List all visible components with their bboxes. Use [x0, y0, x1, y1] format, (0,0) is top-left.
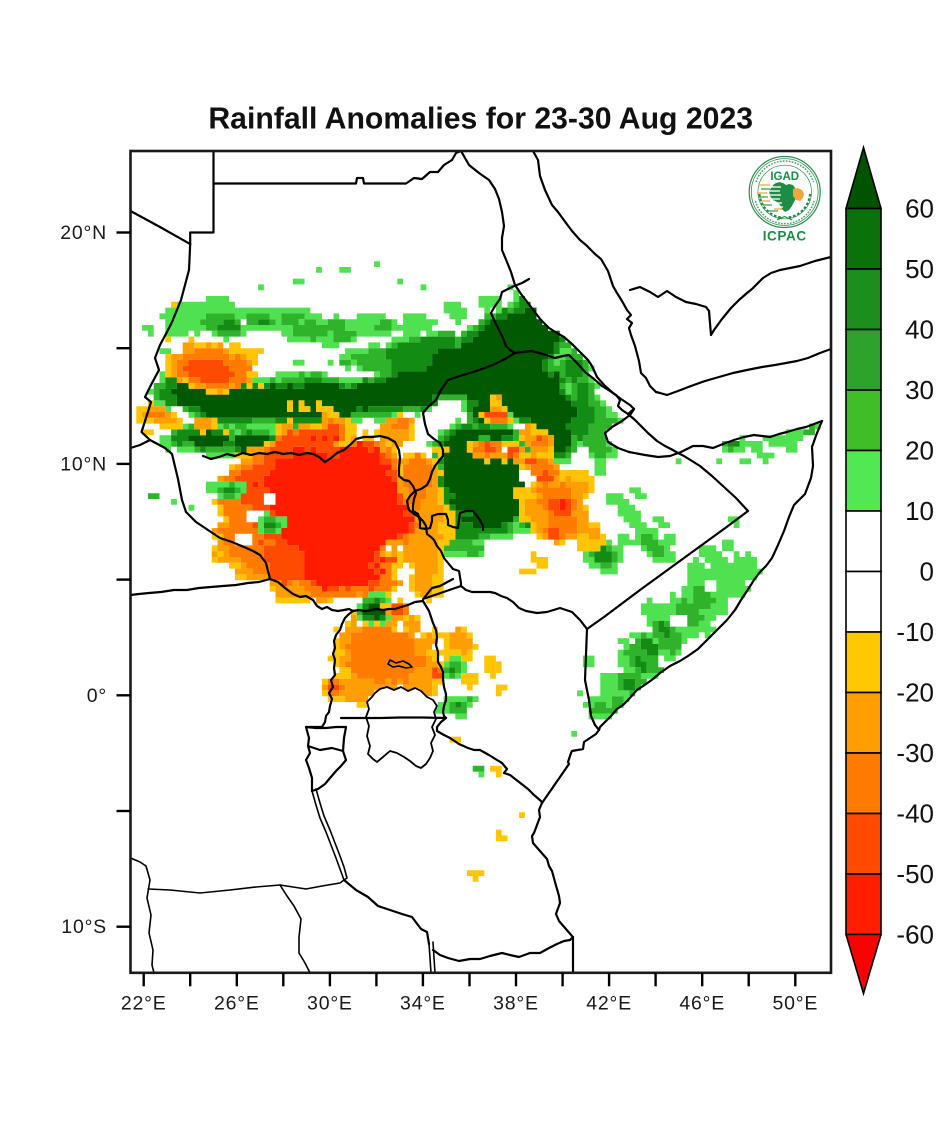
svg-text:26°E: 26°E — [214, 992, 260, 1014]
svg-text:42°E: 42°E — [586, 992, 632, 1014]
svg-text:0°: 0° — [87, 685, 107, 707]
svg-text:-60: -60 — [896, 920, 934, 950]
svg-text:38°E: 38°E — [493, 992, 539, 1014]
svg-text:-50: -50 — [896, 859, 934, 889]
svg-text:30: 30 — [905, 375, 934, 405]
svg-text:30°E: 30°E — [307, 992, 353, 1014]
svg-text:40: 40 — [905, 315, 934, 345]
svg-text:50: 50 — [905, 254, 934, 284]
svg-text:20: 20 — [905, 436, 934, 466]
svg-text:0: 0 — [920, 557, 934, 587]
svg-text:34°E: 34°E — [400, 992, 446, 1014]
svg-text:IGAD: IGAD — [770, 171, 799, 183]
svg-text:10°N: 10°N — [60, 453, 107, 475]
svg-text:-20: -20 — [896, 678, 934, 708]
svg-text:10°S: 10°S — [61, 916, 107, 938]
svg-text:50°E: 50°E — [772, 992, 818, 1014]
svg-text:22°E: 22°E — [121, 992, 167, 1014]
svg-text:ICPAC: ICPAC — [763, 229, 807, 244]
svg-text:-10: -10 — [896, 617, 934, 647]
svg-text:Rainfall Anomalies for 23-30 A: Rainfall Anomalies for 23-30 Aug 2023 — [208, 103, 753, 136]
svg-text:-40: -40 — [896, 799, 934, 829]
svg-text:-30: -30 — [896, 738, 934, 768]
svg-text:60: 60 — [905, 194, 934, 224]
svg-text:20°N: 20°N — [60, 222, 107, 244]
svg-text:46°E: 46°E — [679, 992, 725, 1014]
svg-text:10: 10 — [905, 496, 934, 526]
